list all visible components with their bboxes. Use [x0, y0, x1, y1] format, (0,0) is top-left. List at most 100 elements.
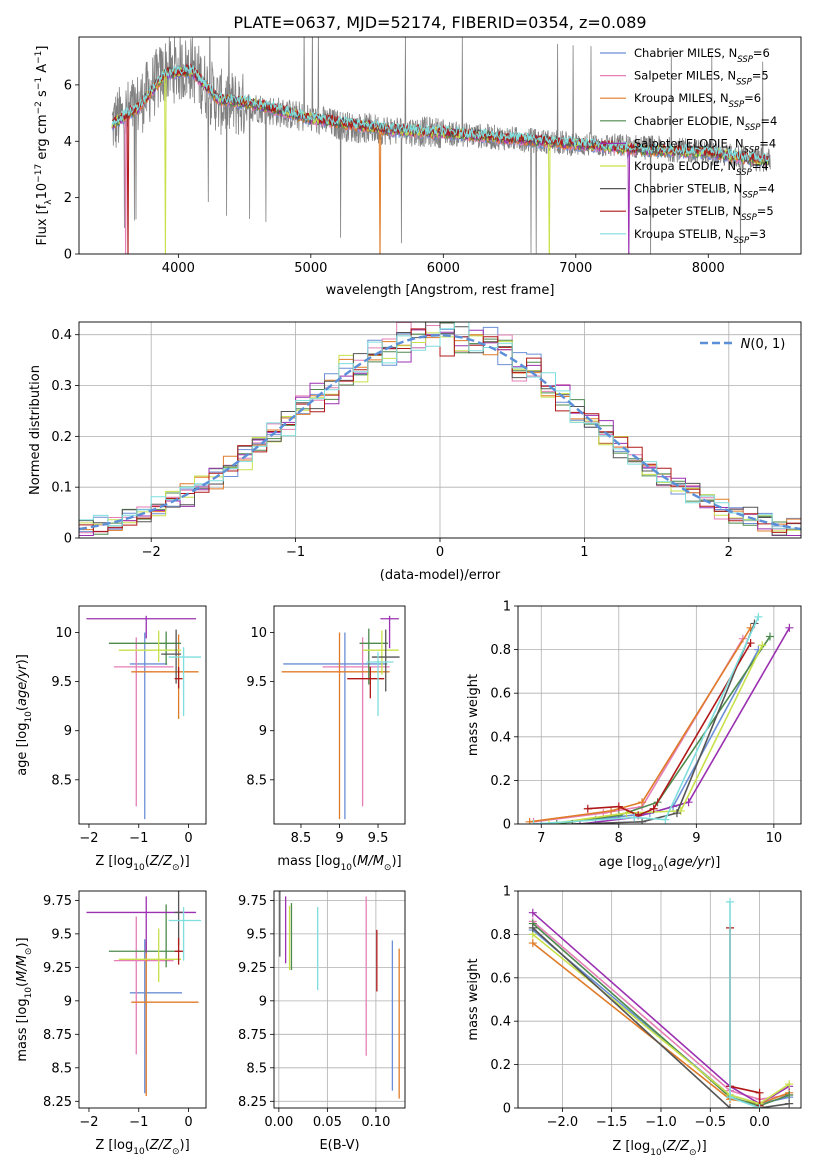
y-tick-label: 1: [503, 600, 511, 615]
x-axis-label: mass [log10(M/M⊙)]: [277, 854, 401, 873]
legend-label: Kroupa STELIB, NSSP=3: [634, 227, 766, 246]
plot-area: [518, 891, 801, 1108]
weight-marker-8: [630, 813, 639, 822]
y-tick-label: 9: [259, 994, 267, 1009]
legend-label: Salpeter ELODIE, NSSP=4: [634, 136, 776, 155]
legend-label: Chabrier STELIB, NSSP=4: [634, 182, 775, 201]
x-tick-label: 7000: [559, 261, 592, 276]
axes-frame: [273, 890, 406, 1109]
y-tick-label: 0.3: [51, 379, 72, 394]
y-tick-label: 10: [250, 626, 267, 641]
y-tick-label: 9.25: [43, 961, 72, 976]
plot-area: [518, 606, 801, 824]
legend-label: Kroupa MILES, NSSP=6: [634, 91, 761, 110]
axes-frame: [78, 321, 802, 539]
x-tick-label: 10: [766, 831, 783, 846]
y-tick-label: 9.5: [246, 927, 267, 942]
y-axis-label: Flux [fλ10−17 erg cm−2 s−1 A−1]: [34, 46, 54, 246]
weight_vs_Z-axes: −2.0 −1.5 −1.0 −0.5 0.0 0 0.2 0.4 0.6 0.8 1 Z [log1…: [466, 885, 802, 1158]
weight-marker-3: [765, 632, 774, 641]
weight-line-8: [729, 901, 760, 1108]
axes-frame: [78, 890, 207, 1109]
y-tick-label: 8.25: [43, 1095, 72, 1110]
x-tick-label: 0.00: [264, 1115, 293, 1130]
weight-line-5: [548, 644, 763, 824]
x-tick-label: −1: [129, 831, 148, 846]
spectrum-axes: 4000 5000 6000 7000 8000 0 2 4 6 wavelength [Angs…: [34, 36, 802, 298]
y-tick-label: 4: [64, 135, 72, 150]
legend-label: N(0, 1): [741, 337, 786, 352]
weight-marker-8: [755, 1104, 764, 1108]
y-tick-label: 6: [64, 78, 72, 93]
y-tick-label: 0: [503, 818, 511, 833]
y-tick-label: 1: [503, 885, 511, 900]
weight-marker-5: [545, 820, 554, 824]
y-axis-label: mass weight: [466, 674, 481, 756]
plot-area: [79, 322, 801, 538]
y-tick-label: 0.2: [490, 1058, 511, 1073]
legend-label: Chabrier MILES, NSSP=6: [634, 46, 770, 65]
weight_vs_age-axes: 7 8 9 10 0 0.2 0.4 0.6 0.8 1 age [log10(age/yr)] ma…: [466, 600, 802, 874]
weight-marker-3: [552, 820, 561, 824]
plot-area: [281, 615, 400, 820]
x-tick-label: −1: [129, 1115, 148, 1130]
x-tick-label: −1.0: [645, 1115, 677, 1130]
x-axis-label: wavelength [Angstrom, rest frame]: [326, 283, 555, 298]
axes-frame: [78, 605, 207, 825]
legend-label: Salpeter MILES, NSSP=5: [634, 69, 769, 88]
x-tick-label: 0: [436, 545, 444, 560]
weight-marker-5: [758, 641, 767, 650]
weight-line-8: [533, 616, 760, 824]
y-tick-label: 0: [64, 248, 72, 263]
y-tick-label: 0.2: [490, 774, 511, 789]
axes-frame: [517, 890, 802, 1109]
axes-frame: [517, 605, 802, 825]
y-tick-label: 0: [503, 1102, 511, 1117]
y-tick-label: 0.4: [490, 1015, 511, 1030]
x-tick-label: 2: [725, 545, 733, 560]
x-tick-label: 1: [580, 545, 588, 560]
age_vs_Z-axes: −2 −1 0 8.5 9 9.5 10 Z [log10(Z/Z⊙)] age [log10(…: [15, 605, 207, 873]
legend-label: Salpeter STELIB, NSSP=5: [634, 204, 774, 223]
y-tick-label: 9.75: [238, 894, 267, 909]
weight-marker-4: [785, 623, 794, 632]
y-tick-label: 9: [64, 724, 72, 739]
weight-marker-8: [726, 1093, 735, 1102]
y-tick-label: 0.4: [51, 328, 72, 343]
weight-line-5: [532, 933, 790, 1105]
x-axis-label: Z [log10(Z/Z⊙)]: [612, 1139, 706, 1158]
y-axis-label: mass [log10(M/M⊙)]: [15, 937, 34, 1061]
legend-label: Kroupa ELODIE, NSSP=4: [634, 159, 769, 178]
weight-marker-6: [726, 1104, 735, 1108]
weight-marker-4: [528, 908, 537, 917]
y-axis-label: age [log10(age/yr)]: [15, 654, 34, 776]
y-tick-label: 9: [259, 724, 267, 739]
x-tick-label: −0.5: [694, 1115, 726, 1130]
weight-line-3: [532, 922, 790, 1107]
x-tick-label: 9: [692, 831, 700, 846]
weight-line-2: [529, 627, 752, 823]
weight-line-4: [579, 627, 791, 824]
weight-marker-8: [661, 815, 670, 824]
y-tick-label: 9: [64, 994, 72, 1009]
x-tick-label: 8: [615, 831, 623, 846]
y-tick-label: 8.25: [238, 1095, 267, 1110]
y-tick-label: 8.5: [246, 1061, 267, 1076]
x-tick-label: 8.5: [291, 831, 312, 846]
weight-marker-6: [672, 809, 681, 818]
plot-area: [111, 37, 771, 254]
y-tick-label: 2: [64, 191, 72, 206]
weight-marker-7: [746, 639, 755, 648]
x-tick-label: 6000: [427, 261, 460, 276]
weight-marker-2: [528, 939, 537, 948]
x-tick-label: 7: [537, 831, 545, 846]
weight-line-6: [532, 927, 790, 1108]
weight-line-7: [729, 927, 761, 1106]
weight-line-7: [587, 642, 752, 817]
x-tick-label: 0.10: [361, 1115, 390, 1130]
plot-area: [86, 891, 202, 1096]
x-tick-label: −1.5: [596, 1115, 628, 1130]
x-tick-label: 9: [335, 831, 343, 846]
y-tick-label: 0.2: [51, 430, 72, 445]
x-tick-label: 0.0: [749, 1115, 770, 1130]
